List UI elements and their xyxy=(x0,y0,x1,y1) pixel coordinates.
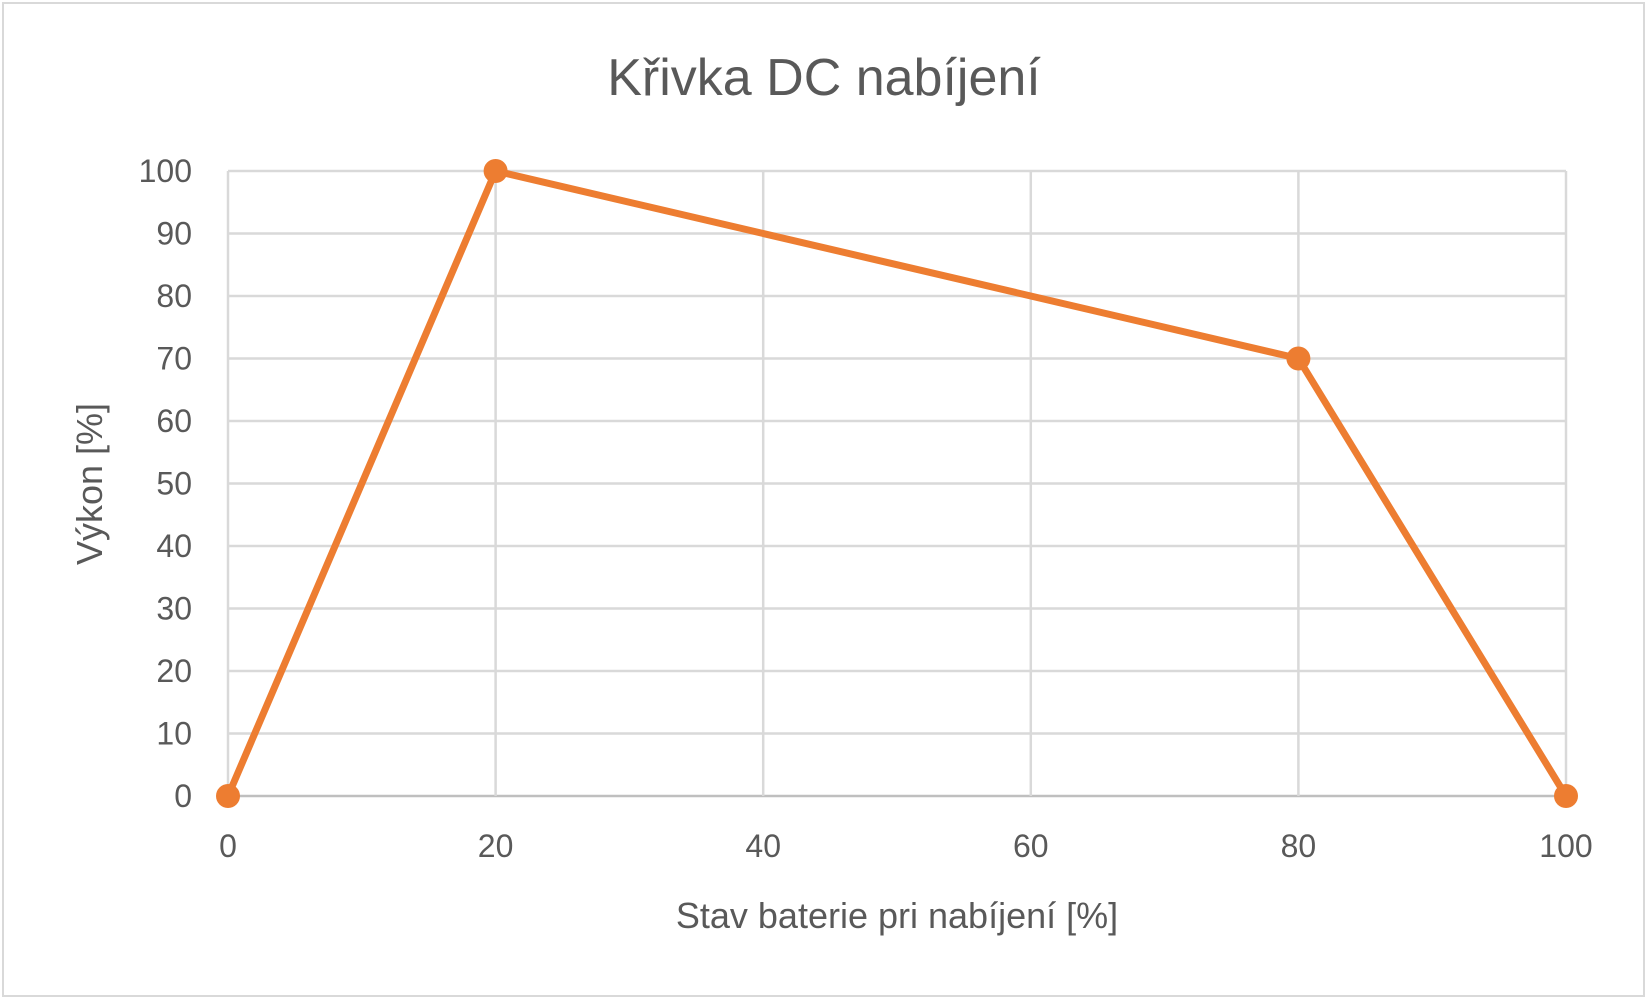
y-tick-label: 60 xyxy=(156,403,192,439)
gridlines xyxy=(226,169,1568,798)
x-tick-label: 40 xyxy=(745,828,781,864)
x-tick-label: 20 xyxy=(478,828,514,864)
series-layer xyxy=(216,159,1578,808)
x-tick-label: 60 xyxy=(1013,828,1049,864)
data-point xyxy=(483,159,508,183)
y-tick-label: 10 xyxy=(156,716,192,752)
x-tick-label: 80 xyxy=(1281,828,1317,864)
y-tick-label: 40 xyxy=(156,528,192,564)
y-tick-label: 0 xyxy=(174,778,192,814)
y-tick-label: 20 xyxy=(156,653,192,689)
series-line xyxy=(224,167,1570,800)
data-point xyxy=(1554,784,1578,808)
data-point xyxy=(216,784,240,808)
x-tick-label: 0 xyxy=(219,828,237,864)
y-tick-label: 70 xyxy=(156,341,192,377)
axes: 0 10 20 30 40 50 60 70 80 90 100 0 20 40 60 80 100 xyxy=(139,153,1593,864)
y-axis-title: Výkon [%] xyxy=(69,403,110,565)
y-tick-label: 30 xyxy=(156,591,192,627)
y-tick-label: 50 xyxy=(156,466,192,502)
chart-title: Křivka DC nabíjení xyxy=(607,49,1041,107)
data-point xyxy=(1286,346,1311,371)
x-tick-label: 100 xyxy=(1539,828,1592,864)
y-tick-label: 100 xyxy=(139,153,192,189)
y-tick-label: 90 xyxy=(156,216,192,252)
y-tick-label: 80 xyxy=(156,278,192,314)
x-axis-title: Stav baterie pri nabíjení [%] xyxy=(676,895,1118,936)
